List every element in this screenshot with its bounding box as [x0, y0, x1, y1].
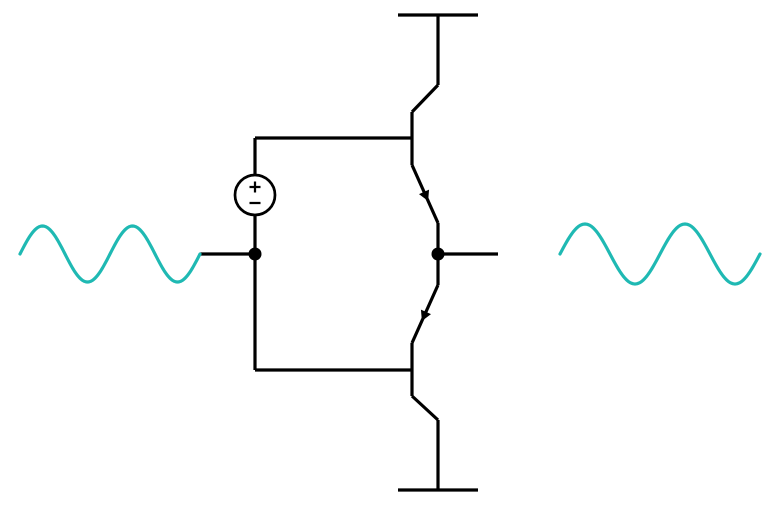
circuit-layer	[200, 15, 498, 490]
circuit-diagram	[0, 0, 772, 508]
waves-layer	[20, 224, 760, 284]
